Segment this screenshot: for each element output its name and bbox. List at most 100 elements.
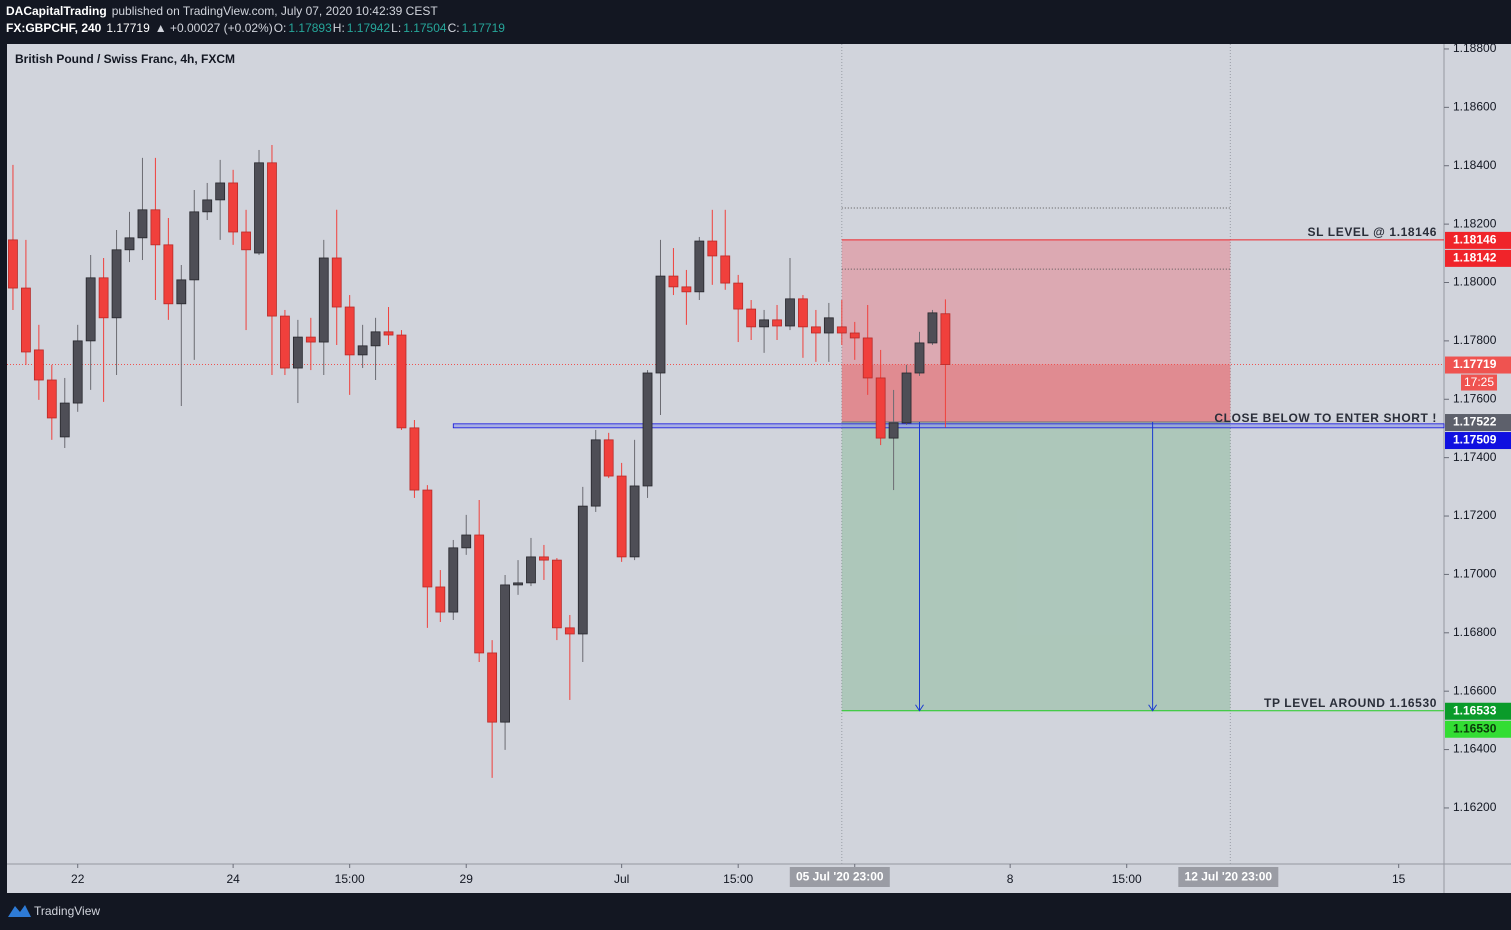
candle-body [305,336,316,343]
candle-body [539,556,549,561]
price-label-box [1445,231,1511,249]
candle-body [590,439,601,507]
candle-body [875,377,886,439]
arrow-head [915,704,924,712]
candle-body [370,331,381,347]
candle-body [202,199,213,213]
countdown: 17:25 [1464,375,1494,389]
x-tick-label: 15 [1392,872,1406,886]
candle-body [292,336,303,369]
candle-body [189,211,200,281]
candle-body [59,402,70,438]
candle-body [564,627,575,635]
candle-body [8,239,18,289]
price-label-box [1445,249,1511,267]
candle-body [720,255,731,284]
header-text: FX:GBPCHF, 240 [6,21,102,35]
candle-body [927,312,938,344]
y-tick-label: 1.18600 [1453,100,1497,114]
candle-body [267,162,277,317]
y-tick-label: 1.16600 [1453,683,1497,697]
x-tick-label: Jul [614,872,629,886]
candle-body [280,315,290,369]
candle-body [862,337,873,379]
header-text: 1.17504 [403,21,447,35]
candle-body [733,282,744,310]
y-tick-label: 1.16200 [1453,800,1497,814]
candle-body [461,534,472,549]
candle-body [888,422,899,439]
price-label-box [1445,720,1511,738]
candle-body [72,340,83,404]
countdown-box [1461,374,1497,391]
header-text: ▲ +0.00027 (+0.02%) [155,21,273,35]
x-tick-label: 24 [226,872,240,886]
candle-body [176,279,187,305]
price-label: 1.17719 [1453,357,1497,371]
y-tick-label: 1.16800 [1453,625,1497,639]
candle-body [746,308,757,328]
candle-body [577,505,588,635]
header-text: DACapitalTrading [6,4,107,18]
candle-body [435,586,446,613]
candle-body [551,559,562,629]
candle-body [526,556,536,584]
header-text: 1.17942 [347,21,391,35]
x-tick-label: 15:00 [335,872,365,886]
candle-body [331,257,342,308]
price-label: 1.16530 [1453,721,1497,735]
candle-body [21,287,31,353]
y-tick-label: 1.18800 [1453,41,1497,55]
header-text: 1.17719 [462,21,506,35]
candle-body [357,345,368,356]
candle-body [344,306,355,356]
price-label: 1.17522 [1453,415,1497,429]
y-tick-label: 1.16400 [1453,742,1497,756]
candle-body [33,349,44,381]
header-text: O: [274,21,287,35]
price-label: 1.18146 [1453,233,1497,247]
breakout-line [452,423,1445,429]
candle-body [46,379,57,419]
open-loss-zone [841,364,1231,423]
y-tick-label: 1.17000 [1453,567,1497,581]
candle-body [85,277,96,342]
date-label: 05 Jul '20 23:00 [796,870,884,884]
candle-body [448,547,459,613]
date-label-box [1178,867,1279,887]
candle-body [629,485,640,558]
candle-body [655,275,666,374]
footer-brand: TradingView [34,904,100,918]
header-text: L: [391,21,401,35]
price-label: 1.16533 [1453,703,1497,717]
candle-body [681,286,692,293]
price-label-box [1445,414,1511,432]
candle-body [422,489,433,588]
candle-body [98,277,109,319]
chart-title: British Pound / Swiss Franc, 4h, FXCM [15,52,235,66]
date-label: 12 Jul '20 23:00 [1185,870,1273,884]
candle-body [798,298,808,328]
candle-body [914,342,925,374]
candle-body [823,317,834,334]
candle-body [150,209,161,246]
y-tick-label: 1.17600 [1453,391,1497,405]
header-text: published on TradingView.com, July 07, 2… [112,4,439,18]
x-tick-label: 8 [1007,872,1014,886]
candle-body [759,319,769,328]
x-tick-label: 15:00 [1112,872,1142,886]
candle-body [409,427,420,491]
candle-body [487,652,498,723]
y-tick-label: 1.18400 [1453,158,1497,172]
candle-body [124,237,135,251]
candle-body [603,439,614,477]
brand-logo [8,905,31,917]
price-label: 1.17509 [1453,433,1497,447]
candle-body [668,275,679,288]
header-text: 1.17893 [288,21,332,35]
candle-body [111,249,122,319]
candle-body [513,582,523,586]
candle-body [694,240,705,293]
